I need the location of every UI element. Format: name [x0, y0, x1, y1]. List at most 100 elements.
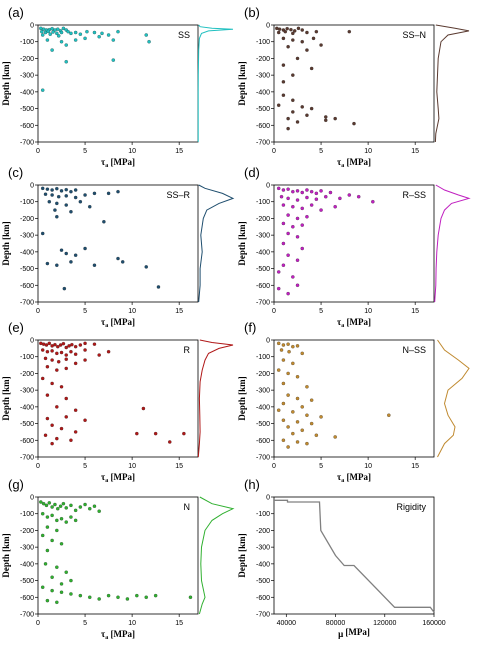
data-point	[64, 415, 68, 419]
data-point	[295, 375, 300, 379]
data-point	[97, 597, 101, 601]
data-point	[291, 361, 295, 366]
x-axis-label: μ [MPa]	[338, 627, 370, 639]
scatter-points	[39, 341, 186, 446]
data-point	[45, 261, 50, 266]
plot-frame	[273, 339, 435, 458]
y-axis-label: Depth [km]	[1, 533, 11, 577]
data-point	[47, 199, 52, 204]
x-axis-symbol: τ	[101, 317, 106, 327]
data-point	[73, 352, 78, 356]
x-axis-label: τa [MPa]	[101, 317, 135, 329]
data-point	[300, 428, 304, 432]
data-point	[55, 263, 59, 267]
data-point	[295, 283, 300, 288]
x-axis-subscript: a	[341, 323, 344, 329]
data-point	[276, 368, 281, 372]
y-tick-label: -600	[20, 123, 34, 130]
y-tick-label: -400	[256, 89, 270, 96]
data-point	[352, 121, 356, 126]
data-point	[295, 235, 300, 239]
data-point	[276, 186, 281, 191]
data-point	[73, 188, 78, 192]
data-point	[62, 286, 67, 291]
data-point	[295, 189, 300, 193]
x-tick-label: 15	[411, 308, 419, 315]
x-axis-subscript: a	[341, 163, 344, 169]
x-tick-label: 5	[83, 463, 87, 470]
y-tick-label: -200	[20, 56, 34, 63]
data-point	[66, 29, 70, 34]
data-point	[73, 253, 78, 257]
data-point	[153, 431, 158, 436]
data-point	[125, 597, 130, 601]
data-point	[88, 506, 92, 511]
data-point	[59, 385, 64, 389]
y-tick-label: -300	[20, 73, 34, 80]
data-point	[69, 515, 73, 519]
x-axis-unit: [MPa]	[344, 317, 371, 327]
data-point	[64, 396, 68, 401]
y-tick-label: 0	[30, 338, 34, 345]
data-point	[40, 186, 45, 191]
data-point	[281, 381, 286, 386]
x-axis-unit: [MPa]	[344, 157, 371, 167]
depth-density-curve	[437, 339, 470, 458]
y-tick-label: -500	[256, 266, 270, 273]
data-point	[100, 31, 104, 36]
data-point	[281, 358, 286, 362]
data-point	[116, 595, 120, 600]
panel-label: (h)	[244, 477, 260, 492]
data-point	[305, 48, 309, 52]
data-point	[300, 28, 304, 32]
x-tick-label: 15	[175, 148, 183, 155]
data-point	[281, 80, 286, 84]
y-tick-label: -300	[256, 388, 270, 395]
data-point	[45, 525, 50, 529]
y-tick-label: -100	[256, 511, 270, 518]
data-point	[147, 39, 151, 44]
scatter-points	[276, 186, 375, 296]
y-tick-label: -400	[20, 404, 34, 411]
data-point	[324, 118, 328, 122]
data-point	[295, 56, 300, 61]
data-point	[56, 506, 60, 511]
data-point	[43, 433, 48, 437]
data-point	[319, 208, 323, 212]
data-point	[300, 223, 304, 227]
data-point	[286, 116, 290, 121]
data-point	[281, 343, 286, 347]
y-tick-label: -200	[20, 371, 34, 378]
data-point	[295, 440, 300, 444]
y-tick-label: -300	[256, 545, 270, 552]
x-tick-label: 15	[411, 463, 419, 470]
x-tick-label: 10	[364, 148, 372, 155]
data-point	[309, 203, 314, 207]
data-point	[83, 341, 87, 346]
data-point	[295, 344, 300, 348]
data-point	[287, 349, 291, 354]
x-tick-label: 5	[319, 463, 323, 470]
data-point	[281, 188, 286, 192]
data-point	[69, 189, 73, 194]
y-tick-label: -700	[20, 612, 34, 619]
data-point	[40, 88, 45, 92]
x-axis-subscript: a	[105, 478, 108, 484]
data-point	[40, 376, 45, 381]
data-point	[56, 194, 61, 199]
data-point	[47, 501, 52, 505]
data-point	[286, 253, 290, 257]
panel-annotation: Rigidity	[396, 502, 426, 512]
data-point	[92, 342, 97, 346]
data-point	[59, 426, 64, 431]
data-point	[73, 361, 78, 366]
data-point	[45, 365, 50, 369]
y-axis-label: Depth [km]	[237, 221, 247, 265]
plot-frame	[273, 184, 435, 303]
data-point	[188, 595, 193, 600]
x-tick-label: 10	[364, 463, 372, 470]
y-tick-label: -200	[20, 216, 34, 223]
data-point	[156, 285, 161, 289]
x-axis-subscript: a	[105, 163, 108, 169]
